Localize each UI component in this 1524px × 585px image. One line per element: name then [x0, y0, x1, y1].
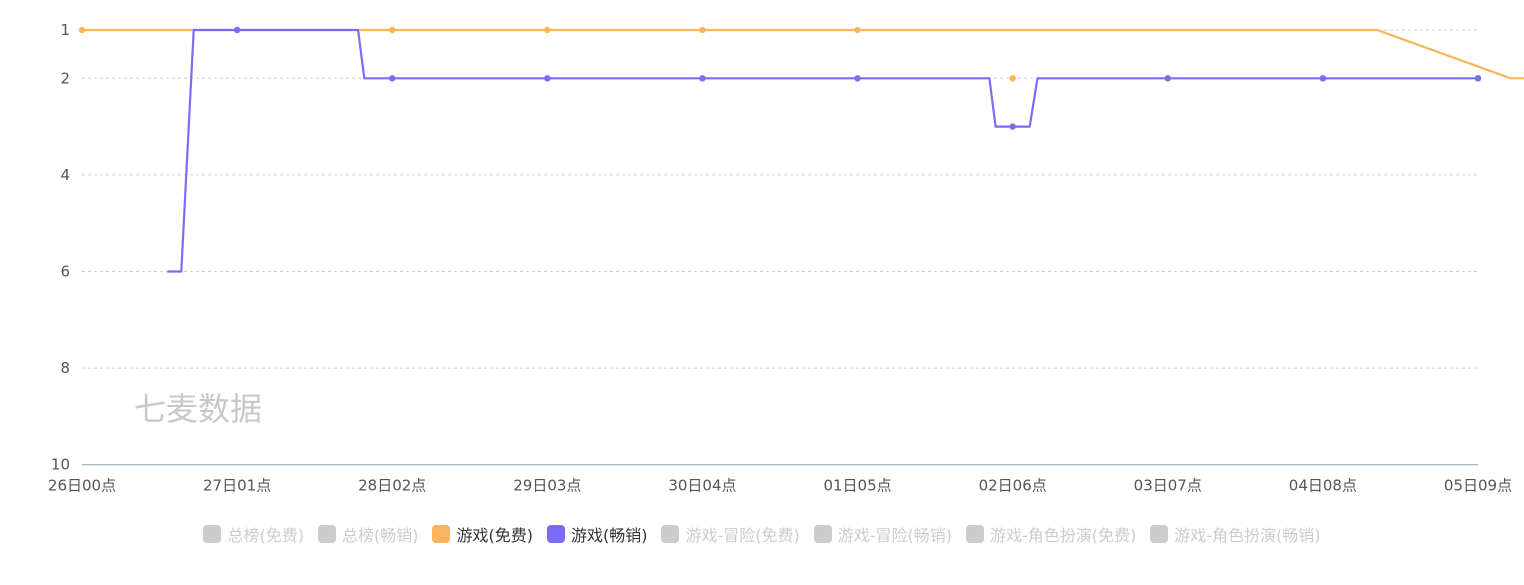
legend-item[interactable]: 游戏-冒险(免费)	[661, 522, 800, 546]
legend-item[interactable]: 游戏-角色扮演(畅销)	[1150, 522, 1321, 546]
x-tick-label: 28日02点	[358, 477, 426, 495]
series-point-0[interactable]	[78, 26, 86, 34]
legend-swatch	[661, 525, 680, 543]
legend-swatch	[546, 525, 565, 543]
legend-item[interactable]: 游戏-冒险(畅销)	[813, 522, 952, 546]
legend-item[interactable]: 游戏-角色扮演(免费)	[966, 522, 1136, 546]
legend-label: 游戏-角色扮演(畅销)	[1174, 526, 1321, 545]
series-line-1	[167, 28, 1478, 273]
y-tick-label: 1	[60, 21, 70, 39]
series-point-1[interactable]	[854, 75, 861, 82]
grid-lines	[82, 29, 1478, 369]
series-point-1[interactable]	[1164, 75, 1171, 82]
x-tick-label: 27日01点	[203, 477, 271, 495]
y-tick-label: 8	[60, 359, 70, 377]
series-point-1[interactable]	[544, 75, 551, 82]
legend-swatch	[966, 525, 984, 543]
series-lines	[78, 26, 1524, 273]
x-tick-label: 01日05点	[823, 477, 891, 495]
watermark: 七麦数据	[134, 390, 262, 428]
legend-label: 总榜(免费)	[227, 526, 304, 545]
y-tick-label: 10	[51, 456, 70, 474]
legend-label: 游戏-冒险(畅销)	[837, 526, 952, 545]
series-point-0[interactable]	[699, 26, 706, 34]
y-tick-label: 2	[60, 69, 70, 87]
series-point-1[interactable]	[1474, 75, 1482, 82]
series-point-0[interactable]	[1009, 75, 1016, 82]
series-point-1[interactable]	[1009, 123, 1016, 130]
series-point-1[interactable]	[389, 75, 396, 82]
legend-label: 总榜(畅销)	[341, 526, 419, 545]
x-tick-label: 26日00点	[48, 477, 116, 495]
y-tick-label: 6	[60, 263, 70, 281]
series-point-0[interactable]	[854, 26, 861, 34]
legend-swatch	[203, 525, 222, 543]
x-tick-label: 05日09点	[1444, 477, 1512, 495]
axes: 1 2 4 6 8 10 26日00点 27日01点 28日02点 29日03点 30日04点 01日…	[48, 21, 1512, 495]
legend-item[interactable]: 总榜(免费)	[203, 522, 304, 546]
y-tick-label: 4	[60, 166, 70, 184]
x-tick-label: 03日07点	[1134, 477, 1202, 495]
x-tick-label: 29日03点	[513, 477, 581, 495]
legend-label: 游戏-角色扮演(免费)	[990, 526, 1137, 545]
series-point-1[interactable]	[1319, 75, 1327, 82]
legend: 总榜(免费) 总榜(畅销) 游戏(免费) 游戏(畅销) 游戏-冒险(免费) 游戏-冒险(畅…	[0, 522, 1524, 546]
legend-label: 游戏(免费)	[456, 526, 533, 545]
series-point-0[interactable]	[389, 26, 396, 34]
legend-item[interactable]: 游戏(免费)	[432, 522, 533, 546]
series-point-1[interactable]	[233, 26, 241, 34]
chart-svg: 1 2 4 6 8 10 26日00点 27日01点 28日02点 29日03点 30日04点 01日…	[48, 21, 1524, 495]
x-tick-label: 02日06点	[979, 477, 1047, 495]
legend-swatch	[432, 525, 451, 543]
legend-label: 游戏(畅销)	[570, 526, 648, 545]
legend-swatch	[317, 525, 336, 543]
series-line-0	[82, 28, 1524, 80]
legend-item[interactable]: 总榜(畅销)	[317, 522, 419, 546]
legend-label: 游戏-冒险(免费)	[685, 526, 800, 545]
x-tick-label: 30日04点	[668, 477, 736, 495]
legend-swatch	[1150, 525, 1169, 543]
x-tick-label: 04日08点	[1289, 477, 1357, 495]
series-point-0[interactable]	[544, 26, 551, 34]
legend-swatch	[813, 525, 832, 543]
series-point-1[interactable]	[699, 75, 706, 82]
legend-item[interactable]: 游戏(畅销)	[546, 522, 648, 546]
